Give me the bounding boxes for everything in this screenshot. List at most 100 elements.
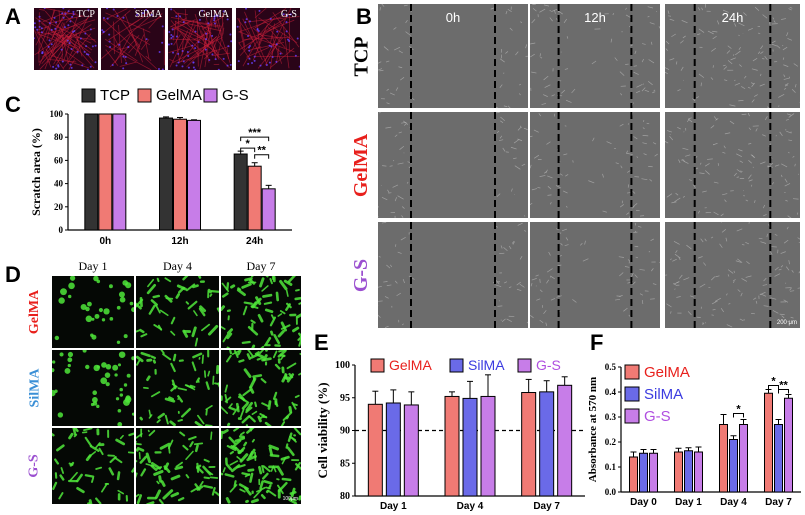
legend-label-silma: SilMA [468, 357, 505, 373]
fluorescence-image: G-S [236, 8, 300, 70]
scratch-image [378, 222, 528, 328]
y-tick-label: 100 [335, 360, 350, 371]
scratch-image: 200 μm [665, 222, 800, 328]
panel-label-e: E [314, 330, 329, 355]
bar-gelma-day-1 [367, 403, 383, 497]
fluorescence-image [136, 350, 219, 426]
scale-bar-label: 200 μm [776, 320, 797, 326]
fluorescence-image [52, 428, 134, 504]
fluorescence-image [221, 276, 301, 348]
bar-tcp-24h [233, 153, 248, 231]
scratch-image: 0h [378, 4, 528, 108]
y-tick-label: 90 [340, 426, 350, 437]
bar-silma-day-1 [684, 450, 693, 493]
panel-label-d: D [5, 262, 21, 287]
bar-g-s-day-1 [403, 404, 419, 497]
row-label-text: TCP [350, 36, 373, 76]
y-tick-label: 0.1 [605, 462, 617, 472]
row-label-silma: SilMA [20, 363, 50, 413]
legend-label-g-s: G-S [644, 408, 671, 425]
legend-label-silma: SilMA [644, 386, 683, 403]
fluorescence-image: TCP [34, 8, 98, 70]
row-label-text: GelMA [350, 133, 373, 197]
row-label-tcp: TCP [347, 26, 377, 86]
bar-gelma-day-4 [719, 424, 728, 493]
x-tick-label: Day 7 [765, 497, 792, 508]
bar-tcp-0h [84, 113, 99, 231]
legend-label-tcp: TCP [100, 87, 130, 104]
bar-silma-day-4 [462, 397, 478, 497]
x-tick-label: 24h [246, 236, 263, 247]
chart-f: 0.0 0.1 0.2 0.3 0.4 0.5 Absorbance at 570 nm Da… [587, 362, 801, 508]
y-tick-label: 60 [54, 155, 64, 165]
scratch-image [530, 222, 660, 328]
bar-gelma-12h [173, 118, 187, 231]
significance-label: ** [779, 380, 788, 392]
fluorescence-image [136, 428, 219, 504]
day-label: Day 1 [78, 259, 108, 273]
bar-gelma-day-4 [444, 395, 460, 497]
x-tick-label: 12h [171, 236, 188, 247]
scratch-image: 12h [530, 4, 660, 108]
significance-bracket [778, 389, 789, 394]
bar-gelma-day-7 [764, 392, 773, 493]
bar-silma-day-7 [539, 391, 555, 497]
bar-silma-day-4 [729, 439, 738, 493]
x-tick-label: Day 4 [457, 501, 484, 512]
y-tick-label: 95 [340, 393, 350, 404]
panel-label-a: A [5, 4, 21, 29]
legend-swatch-gelma [624, 364, 640, 380]
x-tick-label: 0h [99, 236, 111, 247]
bar-g-s-12h [187, 119, 201, 231]
fluorescence-image [136, 276, 219, 348]
row-label-text: GelMA [27, 289, 43, 335]
image-label: GelMA [198, 9, 229, 20]
row-label-text: G-S [27, 454, 42, 478]
legend-swatch-g-s [624, 408, 640, 424]
bar-silma-day-7 [774, 424, 783, 493]
y-tick-label: 80 [54, 132, 64, 142]
x-tick-label: Day 1 [380, 501, 407, 512]
significance-bracket [240, 147, 256, 153]
bar-g-s-0h [112, 113, 127, 231]
y-tick-label: 40 [54, 179, 64, 189]
y-axis-label: Cell viability (%) [315, 382, 330, 478]
fluorescence-image: GelMA [168, 8, 232, 70]
legend-label-g-s: G-S [536, 357, 561, 373]
y-axis-label: Absorbance at 570 nm [587, 377, 599, 482]
y-tick-label: 100 [50, 109, 64, 119]
y-tick-label: 85 [340, 458, 350, 469]
bar-g-s-day-7 [557, 384, 573, 497]
significance-label: * [771, 376, 776, 388]
chart-c: 0 20 40 60 80 100 Scratch area (%) 0h 12h 24h TCP G… [29, 87, 292, 247]
y-tick-label: 0.5 [605, 362, 617, 372]
legend-swatch-tcp [81, 88, 96, 103]
fluorescence-image [52, 276, 134, 348]
y-tick-label: 0.3 [605, 412, 617, 422]
scratch-image [530, 112, 660, 218]
panel-label-f: F [590, 330, 604, 355]
bar-silma-day-0 [639, 452, 648, 493]
bar-g-s-day-0 [649, 452, 658, 493]
significance-bracket [733, 413, 744, 418]
significance-label: * [736, 404, 741, 416]
legend-label-g-s: G-S [222, 87, 249, 104]
significance-bracket [240, 136, 270, 142]
significance-label: * [246, 138, 251, 150]
time-label: 12h [584, 10, 606, 25]
x-tick-label: Day 7 [533, 501, 560, 512]
legend-swatch-gelma [370, 358, 385, 373]
day-label: Day 7 [246, 259, 276, 273]
legend-swatch-gelma [137, 88, 152, 103]
day-label: Day 4 [163, 259, 192, 273]
row-label-text: SilMA [27, 368, 43, 408]
row-label-g-s: G-S [20, 441, 50, 491]
bar-silma-day-1 [385, 402, 401, 497]
image-label: SilMA [134, 9, 162, 20]
legend-swatch-g-s [203, 88, 218, 103]
y-tick-label: 20 [54, 202, 64, 212]
bar-gelma-day-1 [674, 451, 683, 493]
chart-e: 80 85 90 95 100 Cell viability (%) Day 1 Day 4 D… [315, 357, 585, 512]
fluorescence-image [52, 350, 134, 426]
bar-g-s-day-7 [784, 397, 793, 493]
